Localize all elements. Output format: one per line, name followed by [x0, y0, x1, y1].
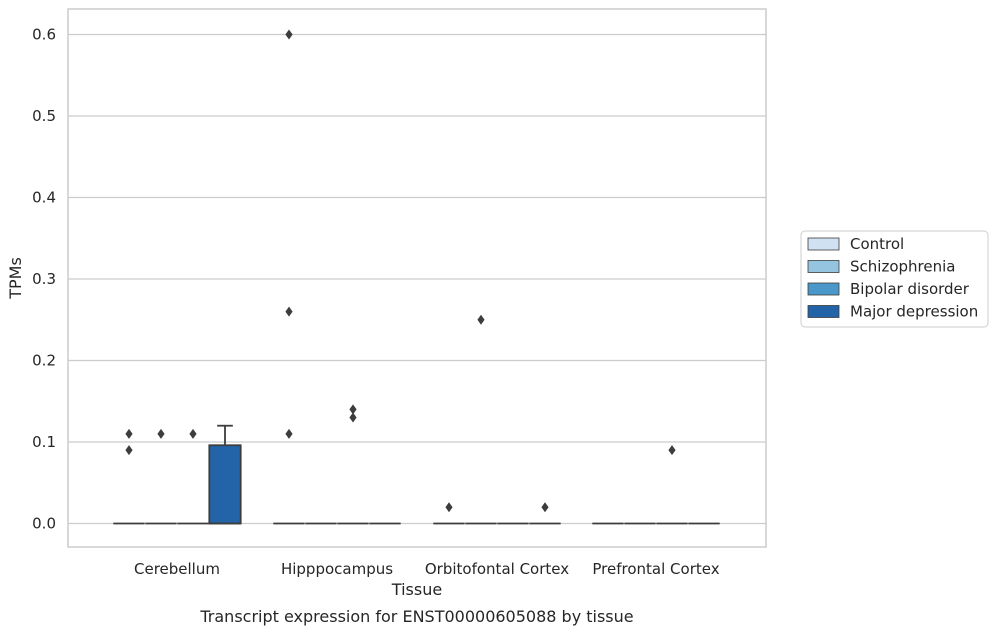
- legend-label: Major depression: [850, 303, 978, 321]
- legend-swatch: [807, 237, 840, 251]
- box-plots: [113, 424, 720, 525]
- legend: Control Schizophrenia Bipolar disorder Majo…: [800, 230, 989, 328]
- box-cerebellum-major-depression: [208, 424, 242, 525]
- outlier-point: [349, 404, 357, 415]
- outlier-point: [445, 502, 453, 513]
- y-tick-label: 0.4: [32, 189, 56, 207]
- grid-lines: [68, 33, 766, 525]
- legend-label: Schizophrenia: [850, 258, 955, 276]
- legend-swatch: [807, 282, 840, 296]
- y-axis-title: TPMs: [6, 257, 25, 300]
- outlier-point: [541, 502, 549, 513]
- legend-label: Bipolar disorder: [850, 280, 970, 298]
- box-body: [208, 444, 242, 525]
- outlier-point: [125, 428, 133, 439]
- x-tick-label: Orbitofontal Cortex: [425, 560, 569, 578]
- x-tick-labels: Cerebellum Hipppocampus Orbitofontal Corte…: [134, 560, 720, 578]
- legend-label: Control: [850, 235, 904, 253]
- x-axis-title: Tissue: [391, 580, 442, 599]
- y-tick-label: 0.0: [32, 515, 56, 533]
- x-tick-label: Cerebellum: [134, 560, 220, 578]
- x-tick-label: Hipppocampus: [281, 560, 393, 578]
- outlier-point: [285, 29, 293, 40]
- y-tick-labels: 0.0 0.1 0.2 0.3 0.4 0.5 0.6: [32, 26, 56, 533]
- y-tick-label: 0.5: [32, 107, 56, 125]
- outlier-point: [285, 306, 293, 317]
- outlier-point: [285, 428, 293, 439]
- outlier-point: [668, 445, 676, 456]
- outlier-point: [189, 428, 197, 439]
- outlier-points: [125, 29, 676, 513]
- y-tick-label: 0.2: [32, 352, 56, 370]
- y-tick-label: 0.6: [32, 26, 56, 44]
- chart-caption: Transcript expression for ENST0000060508…: [199, 607, 633, 626]
- legend-swatch: [807, 305, 840, 318]
- y-tick-label: 0.1: [32, 433, 56, 451]
- outlier-point: [349, 412, 357, 423]
- plot-frame: [67, 8, 767, 548]
- outlier-point: [157, 428, 165, 439]
- outlier-point: [477, 314, 485, 325]
- legend-frame: [800, 230, 989, 328]
- legend-swatch: [807, 260, 840, 273]
- y-tick-label: 0.3: [32, 270, 56, 288]
- outlier-point: [125, 445, 133, 456]
- x-tick-label: Prefrontal Cortex: [592, 560, 719, 578]
